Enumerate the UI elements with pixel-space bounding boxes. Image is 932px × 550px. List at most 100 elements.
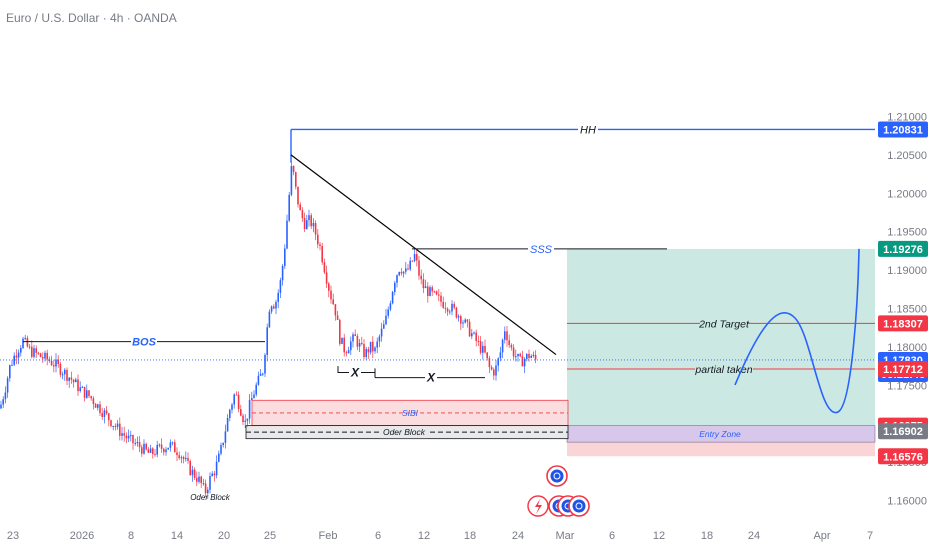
order-block-label: Oder Block bbox=[383, 427, 426, 437]
candle-body bbox=[365, 349, 367, 358]
candle-body bbox=[495, 365, 497, 376]
candle-body bbox=[97, 404, 99, 408]
candle-body bbox=[471, 333, 473, 337]
candle-body bbox=[424, 286, 427, 289]
sss-label-bg bbox=[528, 241, 554, 256]
candle-body bbox=[233, 394, 235, 405]
candle-body bbox=[50, 361, 53, 366]
candle-body bbox=[484, 345, 486, 353]
candle-body bbox=[376, 341, 378, 348]
candle-body bbox=[218, 453, 220, 462]
candle-body bbox=[182, 457, 185, 460]
candle-body bbox=[358, 342, 361, 347]
candle-body bbox=[24, 337, 26, 339]
candle-body bbox=[407, 268, 409, 270]
candle-body bbox=[37, 352, 40, 354]
price-tag-value: 1.19276 bbox=[883, 244, 923, 256]
candle-body bbox=[57, 359, 59, 364]
candle-body bbox=[70, 377, 73, 380]
time-axis[interactable]: 23 2026 8 14 20 25 Feb 6 12 18 24 Mar 6 12 18 24 Apr 7 bbox=[7, 530, 873, 542]
candle-body bbox=[125, 435, 128, 439]
candle-body bbox=[363, 343, 365, 358]
price-tag-value: 1.16902 bbox=[883, 426, 923, 438]
time-tick-label: 6 bbox=[609, 530, 615, 542]
time-tick-label: 7 bbox=[867, 530, 873, 542]
candle-body bbox=[4, 392, 7, 400]
ob-label-bg bbox=[380, 426, 428, 439]
candle-body bbox=[438, 294, 440, 296]
candle-body bbox=[215, 461, 218, 476]
candle-body bbox=[226, 417, 229, 432]
candle-body bbox=[334, 304, 337, 316]
candle-body bbox=[220, 445, 222, 454]
candle-body bbox=[165, 449, 167, 453]
time-tick-label: 25 bbox=[264, 530, 276, 542]
candle-body bbox=[209, 476, 211, 490]
candle-body bbox=[345, 352, 348, 354]
candle-body bbox=[64, 369, 66, 375]
candle-body bbox=[112, 425, 114, 427]
candle-body bbox=[413, 253, 416, 261]
candle-body bbox=[354, 334, 356, 337]
candle-body bbox=[519, 353, 521, 357]
candle-body bbox=[378, 336, 381, 342]
candle-body bbox=[108, 413, 110, 421]
candle-body bbox=[42, 357, 44, 359]
stop-zone bbox=[567, 442, 875, 457]
candle-body bbox=[449, 311, 451, 313]
time-tick-label: 2026 bbox=[70, 530, 94, 542]
candle-body bbox=[152, 448, 154, 455]
candle-body bbox=[347, 350, 350, 354]
candle-body bbox=[270, 306, 273, 312]
candle-body bbox=[136, 442, 139, 444]
candle-body bbox=[101, 413, 103, 417]
candle-body bbox=[110, 420, 112, 427]
candle-body bbox=[163, 448, 165, 453]
candle-body bbox=[237, 394, 240, 410]
candle-body bbox=[90, 396, 92, 399]
time-tick-label: 20 bbox=[218, 530, 230, 542]
candle-body bbox=[477, 340, 480, 342]
price-tick-label: 1.20000 bbox=[887, 188, 927, 200]
projection-curve bbox=[734, 248, 860, 413]
candle-body bbox=[389, 303, 392, 310]
candle-body bbox=[420, 275, 422, 280]
candle-body bbox=[409, 260, 411, 270]
second-target-bg bbox=[700, 316, 748, 331]
candle-body bbox=[2, 399, 4, 405]
candle-body bbox=[213, 473, 216, 476]
candle-body bbox=[176, 452, 178, 456]
candle-body bbox=[20, 347, 22, 353]
candle-body bbox=[422, 279, 425, 289]
candle-body bbox=[224, 431, 227, 443]
candle-body bbox=[517, 353, 519, 357]
candle-body bbox=[336, 315, 339, 320]
candle-body bbox=[154, 454, 156, 456]
candle-body bbox=[468, 321, 471, 337]
candle-body bbox=[330, 290, 332, 300]
candle-body bbox=[143, 443, 145, 454]
candle-body bbox=[189, 460, 191, 476]
candle-body bbox=[180, 457, 183, 459]
candle-body bbox=[257, 375, 260, 385]
candles-layer bbox=[0, 161, 537, 499]
candle-body bbox=[28, 346, 31, 348]
candle-body bbox=[308, 215, 310, 221]
candle-body bbox=[275, 301, 277, 309]
candle-body bbox=[242, 415, 244, 423]
candle-body bbox=[526, 353, 528, 360]
price-tick-label: 1.17500 bbox=[887, 380, 927, 392]
candle-body bbox=[510, 345, 513, 348]
candle-body bbox=[200, 476, 202, 484]
hh-label-bg bbox=[578, 122, 598, 137]
candle-body bbox=[402, 271, 405, 274]
candle-body bbox=[453, 303, 455, 308]
candle-body bbox=[92, 398, 95, 405]
price-tick-label: 1.20500 bbox=[887, 150, 927, 162]
candle-body bbox=[460, 316, 462, 324]
candle-body bbox=[317, 234, 319, 245]
candle-body bbox=[385, 315, 387, 325]
candle-body bbox=[312, 223, 315, 227]
candle-body bbox=[204, 483, 207, 494]
